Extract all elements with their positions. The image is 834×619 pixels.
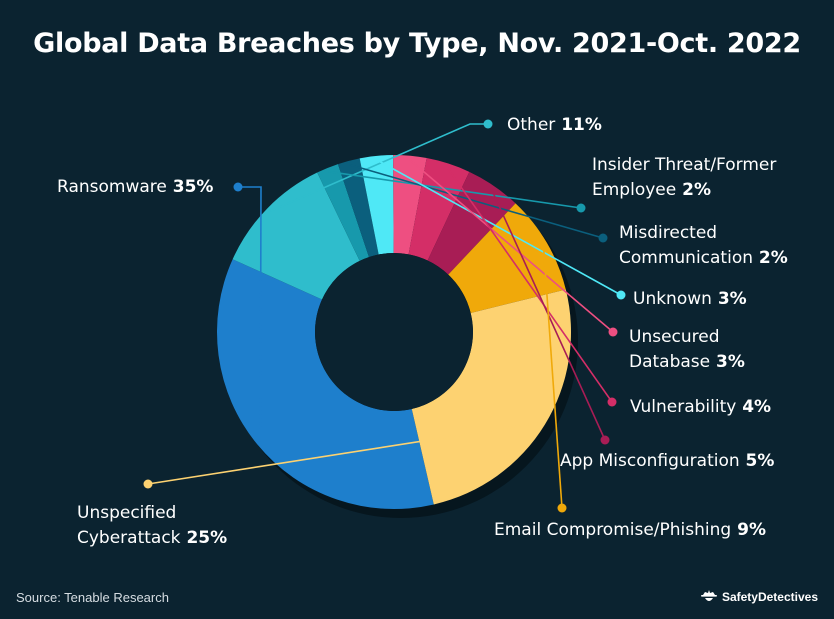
label-email-compromise-phishing: Email Compromise/Phishing 9% <box>494 520 766 540</box>
leader-other <box>269 123 488 212</box>
label-unspecified-cyberattack: Unspecified Cyberattack 25% <box>77 503 227 548</box>
leader-dot-vulnerability <box>607 397 617 407</box>
brand-name: SafetyDetectives <box>721 590 818 604</box>
leader-unspecified-cyberattack <box>147 421 542 485</box>
label-percent: 5% <box>740 451 775 471</box>
label-line: Misdirected <box>619 223 717 243</box>
slice-misdirected-communication <box>337 158 379 258</box>
chart-title: Global Data Breaches by Type, Nov. 2021-… <box>33 28 801 59</box>
brand-logo: SafetyDetectives <box>700 589 818 605</box>
leader-email-compromise-phishing <box>542 244 563 509</box>
label-line: Database <box>629 352 710 372</box>
label-percent: 3% <box>712 289 747 309</box>
leader-dot-misdirected-communication <box>598 233 608 243</box>
label-line: Email Compromise/Phishing <box>494 520 731 540</box>
label-line: Other <box>507 115 555 135</box>
label-line: Vulnerability <box>630 397 736 417</box>
leader-dot-email-compromise-phishing <box>557 503 567 513</box>
label-line: App Misconfiguration <box>560 451 740 471</box>
slice-vulnerability <box>408 158 470 261</box>
label-percent: 2% <box>676 180 711 200</box>
label-misdirected-communication: Misdirected Communication 2% <box>619 223 788 268</box>
slice-app-misconfiguration <box>427 171 516 275</box>
label-app-misconfiguration: App Misconfiguration 5% <box>560 451 774 471</box>
label-ransomware: Ransomware 35% <box>57 177 213 197</box>
leader-dot-unsecured-database <box>608 327 618 337</box>
leader-vulnerability <box>446 166 613 403</box>
label-line: Employee <box>592 180 676 200</box>
label-line: Communication <box>619 248 753 268</box>
donut-hole <box>315 253 473 411</box>
leader-dot-ransomware <box>233 182 243 192</box>
label-percent: 11% <box>555 115 602 135</box>
slice-ransomware <box>216 259 434 509</box>
slice-insider-threat-former-employee <box>317 164 369 261</box>
leader-insider-threat-former-employee <box>328 170 582 209</box>
leader-dot-unknown <box>616 290 626 300</box>
leader-dot-other <box>483 119 493 129</box>
leader-dot-app-misconfiguration <box>600 435 610 445</box>
leader-lines <box>143 119 626 513</box>
label-line: Unknown <box>633 289 712 309</box>
label-insider-threat-former-employee: Insider Threat/Former Employee 2% <box>592 155 776 200</box>
leader-unknown <box>376 159 622 296</box>
label-line: Unsecured <box>629 327 720 347</box>
label-percent: 9% <box>731 520 766 540</box>
label-line: Cyberattack <box>77 528 181 548</box>
slice-unspecified-cyberattack <box>411 289 571 505</box>
label-unknown: Unknown 3% <box>633 289 747 309</box>
leader-dot-insider-threat-former-employee <box>576 203 586 213</box>
label-percent: 35% <box>167 177 214 197</box>
label-line: Unspecified <box>77 503 176 523</box>
leader-dot-unspecified-cyberattack <box>143 479 153 489</box>
slice-labels: Ransomware 35% Other 11% Insider Threat/Fo… <box>57 115 788 548</box>
label-line: Insider Threat/Former <box>592 155 776 175</box>
label-percent: 25% <box>181 528 228 548</box>
leader-misdirected-communication <box>349 163 604 239</box>
label-percent: 2% <box>753 248 788 268</box>
detective-icon <box>700 590 717 601</box>
label-vulnerability: Vulnerability 4% <box>630 397 771 417</box>
leader-ransomware <box>238 186 262 442</box>
slice-other <box>232 172 360 300</box>
label-line: Ransomware <box>57 177 167 197</box>
label-unsecured-database: Unsecured Database 3% <box>629 327 745 372</box>
slice-email-compromise-phishing <box>448 203 566 314</box>
label-percent: 4% <box>736 397 771 417</box>
leader-unsecured-database <box>409 159 614 333</box>
source-note: Source: Tenable Research <box>16 590 169 605</box>
label-percent: 3% <box>710 352 745 372</box>
label-other: Other 11% <box>507 115 602 135</box>
